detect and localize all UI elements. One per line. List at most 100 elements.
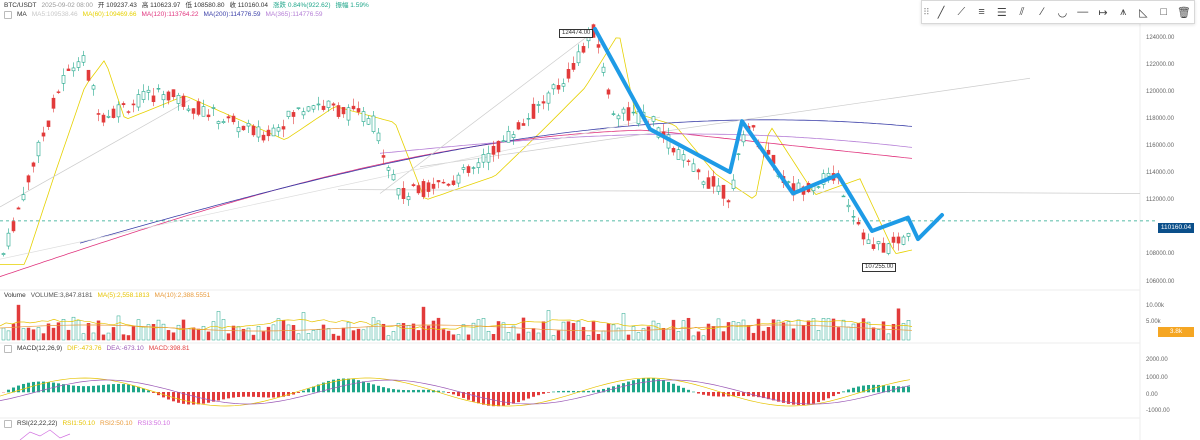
macd-bar: [427, 389, 430, 393]
trend-line-icon[interactable]: ╱: [937, 6, 945, 19]
macd-bar: [837, 392, 840, 394]
volume-bar: [56, 322, 61, 341]
macd-bar: [567, 390, 570, 393]
macd-bar: [762, 392, 765, 399]
macd-bar: [147, 390, 150, 393]
macd-bar: [87, 386, 90, 393]
ray-icon[interactable]: ⟋: [957, 5, 966, 18]
macd-bar: [832, 392, 835, 397]
volume-item-0: VOLUME:3,847.8181: [30, 292, 93, 299]
volume-bar: [86, 323, 91, 341]
volume-bar: [446, 330, 451, 341]
trend-line: [419, 77, 1031, 168]
candle-body: [371, 115, 376, 132]
candle-body: [861, 232, 866, 240]
candle-body: [236, 127, 241, 133]
candle-body: [516, 122, 521, 130]
macd-bar: [232, 392, 235, 398]
macd-bar: [297, 392, 300, 393]
macd-bar: [907, 386, 910, 393]
ma-item-0: MA5:109538.46: [31, 11, 78, 18]
eye-icon[interactable]: [4, 420, 12, 428]
macd-bar: [632, 380, 635, 393]
candle-body: [606, 89, 611, 95]
volume-bar: [521, 317, 526, 341]
candle-body: [531, 103, 536, 119]
volume-bar: [91, 332, 96, 341]
candle-body: [336, 105, 341, 117]
candle-body: [96, 113, 101, 115]
volume-bar: [896, 308, 901, 341]
volume-bar: [381, 323, 386, 341]
macd-bar: [467, 392, 470, 400]
price-axis-label: 108000.00: [1146, 251, 1175, 257]
volume-bar: [741, 319, 746, 341]
candle-body: [766, 149, 771, 155]
macd-bar: [37, 381, 40, 393]
macd-bar: [77, 385, 80, 393]
macd-bar: [802, 392, 805, 405]
candle-body: [216, 121, 221, 124]
candle-body: [551, 84, 556, 90]
rectangle-icon[interactable]: □: [1160, 6, 1167, 18]
pitchfork-icon[interactable]: ⫽: [1019, 5, 1025, 18]
candle-body: [271, 127, 276, 137]
horizontal-ray-icon[interactable]: ↦: [1098, 6, 1108, 19]
macd-bar: [32, 381, 35, 393]
macd-bar: [592, 390, 595, 393]
candle-body: [331, 103, 336, 106]
macd-bar: [732, 392, 735, 397]
candle-body: [166, 91, 171, 101]
candle-body: [21, 194, 26, 201]
macd-bar: [257, 392, 260, 398]
amplitude-label: 振幅 1.59%: [335, 2, 369, 9]
volume-bar: [116, 315, 121, 341]
volume-bar: [841, 319, 846, 341]
candle-body: [541, 101, 546, 104]
macd-bar: [352, 379, 355, 393]
eye-icon[interactable]: [4, 11, 12, 19]
measure-icon[interactable]: ◺: [1139, 6, 1148, 19]
volume-bar: [241, 328, 246, 341]
volume-bar: [586, 335, 591, 341]
ma-legend-title: MA: [17, 11, 27, 18]
delete-icon[interactable]: 🗑: [1176, 6, 1191, 19]
candle-body: [826, 173, 831, 177]
volume-bar: [246, 327, 251, 341]
volume-bar: [186, 328, 191, 341]
parallel-channel-icon[interactable]: ≡: [978, 6, 985, 18]
macd-bar: [97, 385, 100, 393]
fib-tool-icon[interactable]: ⩚: [1120, 5, 1127, 18]
volume-bar: [376, 320, 381, 341]
volume-bar: [716, 318, 721, 341]
eye-icon[interactable]: [4, 345, 12, 353]
candle-body: [456, 174, 461, 184]
curve-icon[interactable]: ◡: [1057, 6, 1068, 19]
horizontal-line-icon[interactable]: —: [1077, 6, 1089, 18]
volume-bar: [161, 323, 166, 341]
volume-bar: [671, 319, 676, 341]
macd-bar: [107, 384, 110, 393]
ma-item-4: MA(365):114776.59: [265, 11, 323, 18]
brush-icon[interactable]: ∕: [1041, 6, 1044, 18]
macd-bar: [92, 385, 95, 393]
candle-body: [536, 104, 541, 106]
macd-bar: [782, 392, 785, 403]
macd-bar: [387, 388, 390, 393]
price-axis-label: 106000.00: [1146, 279, 1175, 285]
macd-bar: [752, 392, 755, 397]
candle-body: [486, 153, 491, 163]
horizontal-lines-icon[interactable]: ☰: [996, 6, 1007, 19]
volume-bar: [296, 333, 301, 341]
macd-bar: [877, 384, 880, 393]
macd-bar: [217, 392, 220, 401]
price-axis-label: 124000.00: [1146, 35, 1175, 41]
volume-bar: [236, 326, 241, 341]
candle-body: [356, 108, 361, 113]
macd-bar: [417, 389, 420, 393]
grip-handle-icon[interactable]: ⠿: [923, 6, 930, 17]
candle-body: [731, 179, 736, 189]
candle-body: [376, 132, 381, 142]
macd-bar: [857, 386, 860, 393]
